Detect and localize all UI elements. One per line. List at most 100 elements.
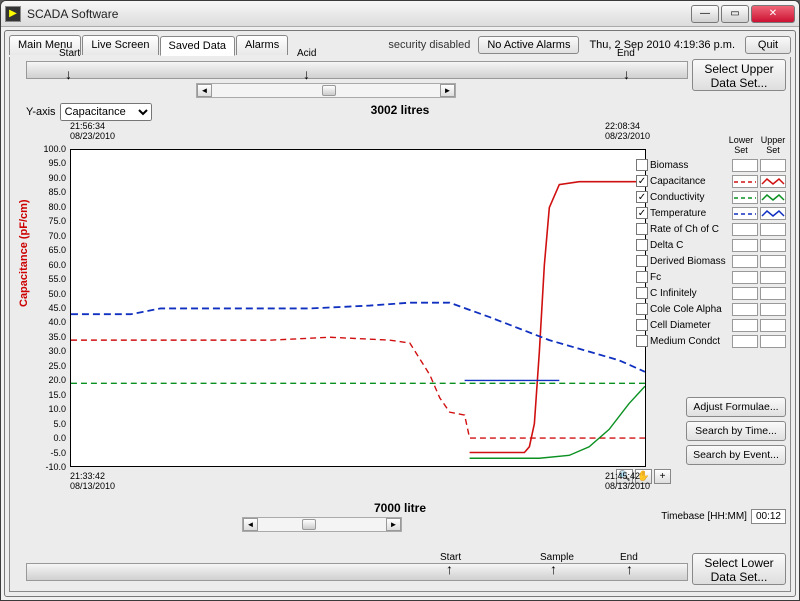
legend-swatch-lower bbox=[732, 191, 758, 204]
ytick: 95.0 bbox=[38, 158, 66, 168]
y-axis-caption: Capacitance (pF/cm) bbox=[18, 199, 30, 307]
legend-swatch-upper bbox=[760, 191, 786, 204]
legend-label: Cell Diameter bbox=[650, 320, 730, 331]
legend-swatch-lower bbox=[732, 271, 758, 284]
marker-acid-icon[interactable]: ↓ bbox=[303, 66, 310, 82]
legend-swatch-upper bbox=[760, 239, 786, 252]
security-status: security disabled bbox=[388, 39, 470, 51]
scroll-right-icon[interactable]: ► bbox=[386, 518, 401, 531]
tab-live-screen[interactable]: Live Screen bbox=[82, 35, 158, 55]
legend-label: Rate of Ch of C bbox=[650, 224, 730, 235]
upper-time-left: 21:56:34 08/23/2010 bbox=[70, 121, 115, 141]
legend-checkbox[interactable] bbox=[636, 239, 648, 251]
marker-start-label: Start bbox=[59, 48, 80, 59]
legend-swatch-upper bbox=[760, 223, 786, 236]
scroll-left-icon[interactable]: ◄ bbox=[243, 518, 258, 531]
ytick: 100.0 bbox=[38, 144, 66, 154]
minimize-button[interactable]: — bbox=[691, 5, 719, 23]
lower-marker-bar bbox=[26, 563, 688, 581]
legend-label: Temperature bbox=[650, 208, 730, 219]
bot-marker-start-icon[interactable]: ↑ bbox=[446, 561, 453, 577]
legend-row: Fc bbox=[636, 269, 786, 285]
ytick: 75.0 bbox=[38, 216, 66, 226]
legend-checkbox[interactable] bbox=[636, 319, 648, 331]
timebase-label: Timebase [HH:MM] bbox=[661, 511, 747, 522]
ytick: 5.0 bbox=[38, 419, 66, 429]
timebase-row: Timebase [HH:MM] 00:12 bbox=[661, 509, 786, 524]
timebase-value[interactable]: 00:12 bbox=[751, 509, 786, 524]
legend-swatch-upper bbox=[760, 319, 786, 332]
legend-swatch-upper bbox=[760, 335, 786, 348]
ytick: 20.0 bbox=[38, 375, 66, 385]
bot-marker-sample-icon[interactable]: ↑ bbox=[550, 561, 557, 577]
maximize-button[interactable]: ▭ bbox=[721, 5, 749, 23]
legend-swatch-lower bbox=[732, 319, 758, 332]
legend-checkbox[interactable] bbox=[636, 335, 648, 347]
legend-checkbox[interactable]: ✓ bbox=[636, 191, 648, 203]
ytick: -5.0 bbox=[38, 448, 66, 458]
scroll-thumb[interactable] bbox=[322, 85, 336, 96]
ytick: 25.0 bbox=[38, 361, 66, 371]
legend-swatch-lower bbox=[732, 159, 758, 172]
window-title: SCADA Software bbox=[27, 7, 691, 21]
marker-end-icon[interactable]: ↓ bbox=[623, 66, 630, 82]
legend-checkbox[interactable] bbox=[636, 255, 648, 267]
scroll-thumb[interactable] bbox=[302, 519, 316, 530]
search-by-event-button[interactable]: Search by Event... bbox=[686, 445, 786, 465]
tab-saved-data[interactable]: Saved Data bbox=[160, 36, 235, 56]
quit-button[interactable]: Quit bbox=[745, 36, 791, 54]
legend: LowerSet UpperSet Biomass✓Capacitance✓Co… bbox=[636, 135, 786, 349]
legend-swatch-upper bbox=[760, 207, 786, 220]
ytick: 10.0 bbox=[38, 404, 66, 414]
legend-label: C Infinitely bbox=[650, 288, 730, 299]
select-upper-dataset-button[interactable]: Select UpperData Set... bbox=[692, 59, 786, 91]
legend-row: Cole Cole Alpha bbox=[636, 301, 786, 317]
legend-header-lower: LowerSet bbox=[728, 135, 754, 155]
ytick: 35.0 bbox=[38, 332, 66, 342]
legend-checkbox[interactable] bbox=[636, 287, 648, 299]
legend-label: Conductivity bbox=[650, 192, 730, 203]
close-button[interactable]: ✕ bbox=[751, 5, 795, 23]
legend-swatch-upper bbox=[760, 159, 786, 172]
upper-scrollbar[interactable]: ◄ ► bbox=[196, 83, 456, 98]
legend-checkbox[interactable]: ✓ bbox=[636, 207, 648, 219]
legend-row: ✓Temperature bbox=[636, 205, 786, 221]
legend-row: Medium Condct bbox=[636, 333, 786, 349]
legend-label: Medium Condct bbox=[650, 336, 730, 347]
legend-label: Fc bbox=[650, 272, 730, 283]
content: Main MenuLive ScreenSaved DataAlarms sec… bbox=[4, 30, 796, 597]
ytick: 0.0 bbox=[38, 433, 66, 443]
marker-start-icon[interactable]: ↓ bbox=[65, 66, 72, 82]
legend-checkbox[interactable] bbox=[636, 271, 648, 283]
ytick: -10.0 bbox=[38, 462, 66, 472]
scroll-left-icon[interactable]: ◄ bbox=[197, 84, 212, 97]
tab-alarms[interactable]: Alarms bbox=[236, 35, 288, 55]
legend-swatch-lower bbox=[732, 207, 758, 220]
legend-label: Delta C bbox=[650, 240, 730, 251]
select-lower-dataset-button[interactable]: Select LowerData Set... bbox=[692, 553, 786, 585]
search-by-time-button[interactable]: Search by Time... bbox=[686, 421, 786, 441]
legend-checkbox[interactable] bbox=[636, 303, 648, 315]
legend-row: Delta C bbox=[636, 237, 786, 253]
tab-row: Main MenuLive ScreenSaved DataAlarms sec… bbox=[9, 33, 791, 57]
ytick: 60.0 bbox=[38, 260, 66, 270]
alarms-button[interactable]: No Active Alarms bbox=[478, 36, 579, 54]
legend-row: Cell Diameter bbox=[636, 317, 786, 333]
scroll-right-icon[interactable]: ► bbox=[440, 84, 455, 97]
legend-swatch-upper bbox=[760, 175, 786, 188]
bot-marker-end-icon[interactable]: ↑ bbox=[626, 561, 633, 577]
lower-scrollbar[interactable]: ◄ ► bbox=[242, 517, 402, 532]
plot-tool[interactable]: + bbox=[654, 469, 671, 484]
legend-label: Derived Biomass bbox=[650, 256, 730, 267]
legend-checkbox[interactable] bbox=[636, 159, 648, 171]
chart-plot bbox=[70, 149, 646, 467]
ytick: 80.0 bbox=[38, 202, 66, 212]
legend-swatch-lower bbox=[732, 287, 758, 300]
adjust-formulae-button[interactable]: Adjust Formulae... bbox=[686, 397, 786, 417]
lower-time-left: 21:33:42 08/13/2010 bbox=[70, 471, 115, 491]
lower-time-right: 21:45:42 08/13/2010 bbox=[605, 471, 650, 491]
titlebar: ▶ SCADA Software — ▭ ✕ bbox=[1, 1, 799, 27]
legend-checkbox[interactable]: ✓ bbox=[636, 175, 648, 187]
legend-checkbox[interactable] bbox=[636, 223, 648, 235]
tab-panel: Start ↓ Acid ↓ End ↓ Select UpperData Se… bbox=[9, 57, 791, 592]
